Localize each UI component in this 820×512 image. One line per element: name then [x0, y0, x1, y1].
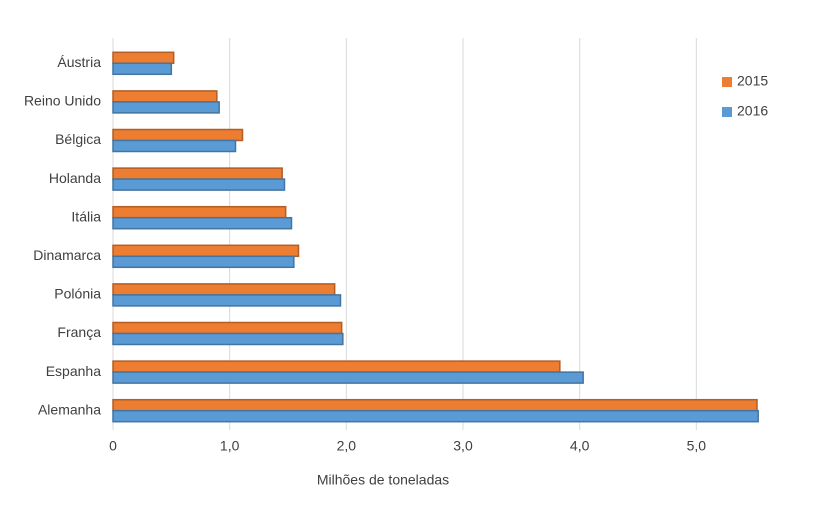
- legend-swatch: [722, 77, 732, 87]
- y-tick-label: Espanha: [46, 363, 101, 379]
- bar: [112, 283, 336, 296]
- x-tick-label: 4,0: [570, 438, 590, 454]
- bar: [112, 360, 561, 373]
- y-tick-label: Holanda: [49, 170, 101, 186]
- bar: [112, 244, 300, 258]
- y-tick-label: Alemanha: [38, 401, 101, 417]
- legend-label: 2016: [737, 103, 768, 119]
- legend-swatch: [722, 107, 732, 117]
- bar: [112, 205, 287, 219]
- bar: [112, 90, 218, 103]
- y-tick-label: França: [57, 324, 101, 340]
- bar: [112, 128, 244, 142]
- y-tick-label: Dinamarca: [33, 247, 101, 263]
- x-tick-label: 5,0: [687, 438, 707, 454]
- bar: [112, 62, 173, 76]
- bar: [112, 51, 175, 65]
- x-tick-label: 3,0: [453, 438, 473, 454]
- y-tick-label: Itália: [71, 208, 101, 224]
- y-tick-label: Áustria: [57, 54, 101, 70]
- bar: [112, 139, 237, 153]
- legend-label: 2015: [737, 73, 768, 89]
- bar: [112, 371, 584, 384]
- bar: [112, 332, 344, 346]
- bar: [112, 398, 758, 412]
- x-tick-label: 0: [109, 438, 117, 454]
- y-tick-label: Reino Unido: [24, 93, 101, 109]
- x-tick-label: 1,0: [220, 438, 240, 454]
- bar: [112, 167, 283, 180]
- bar: [112, 294, 342, 307]
- x-tick-label: 2,0: [337, 438, 357, 454]
- bar: [112, 101, 220, 114]
- x-axis-title: Milhões de toneladas: [317, 472, 449, 488]
- bar: [112, 255, 295, 269]
- y-tick-label: Polónia: [54, 286, 101, 302]
- bar: [112, 321, 343, 335]
- bar: [112, 178, 286, 191]
- bar: [112, 409, 759, 423]
- y-tick-label: Bélgica: [55, 131, 101, 147]
- bar: [112, 216, 293, 230]
